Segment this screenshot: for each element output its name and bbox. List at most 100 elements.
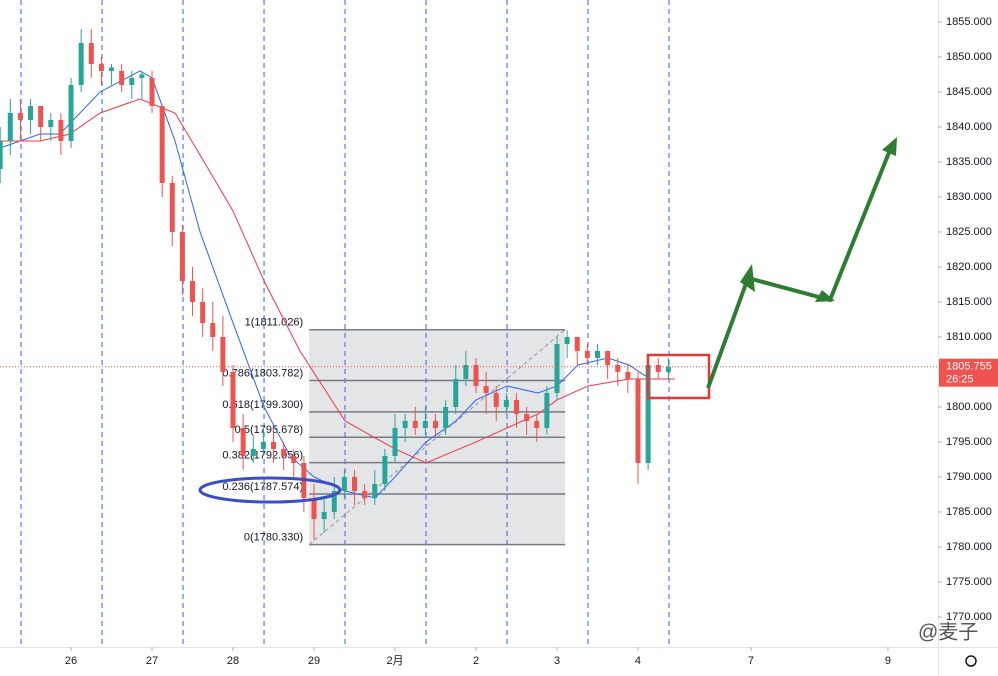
candle-body xyxy=(625,371,631,379)
candle-body xyxy=(473,364,479,386)
candle-body xyxy=(372,483,378,498)
x-tick-label: 3 xyxy=(554,655,560,667)
candle-body xyxy=(260,441,266,449)
candle-body xyxy=(422,420,428,428)
candle-body xyxy=(483,385,489,393)
x-tick-label: 7 xyxy=(748,655,754,667)
x-tick-label: 2月 xyxy=(386,655,403,667)
fib-label: 0.5(1795.678) xyxy=(235,424,304,436)
candle-body xyxy=(524,413,530,421)
candle-body xyxy=(645,364,651,463)
candle-body xyxy=(594,350,600,358)
candle-body xyxy=(514,399,520,414)
candle-body xyxy=(271,441,277,449)
arrow-head xyxy=(740,264,755,292)
candle-body xyxy=(311,497,317,519)
candle-body xyxy=(615,364,621,372)
candle-body xyxy=(584,350,590,358)
candle-body xyxy=(220,336,226,372)
candle-body xyxy=(38,105,44,127)
candle-body xyxy=(362,490,368,498)
x-tick-label: 29 xyxy=(308,655,320,667)
y-tick-label: 1835.000 xyxy=(946,156,992,168)
gear[interactable] xyxy=(965,655,977,667)
candle-body xyxy=(0,140,3,169)
candle-body xyxy=(139,74,145,78)
candle-body xyxy=(331,490,337,512)
y-tick-label: 1830.000 xyxy=(946,191,992,203)
settings-icon[interactable] xyxy=(965,655,977,667)
candle-body xyxy=(352,476,358,491)
candle-body xyxy=(635,378,641,463)
last-price-box xyxy=(939,358,998,387)
candle-body xyxy=(7,112,13,141)
x-tick-label: 2 xyxy=(473,655,479,667)
countdown-label: 26:25 xyxy=(946,374,974,386)
y-tick-label: 1840.000 xyxy=(946,121,992,133)
candle-body xyxy=(412,420,418,428)
y-tick-label: 1790.000 xyxy=(946,471,992,483)
candle-body xyxy=(605,350,611,365)
candle-body xyxy=(564,336,570,344)
x-tick-label: 28 xyxy=(227,655,239,667)
moving-average xyxy=(0,98,676,464)
candle-body xyxy=(463,364,469,379)
last-price-label: 1805.755 xyxy=(946,361,992,373)
candle-body xyxy=(169,182,175,232)
candle-body xyxy=(58,119,64,141)
forecast-arrow xyxy=(706,149,892,389)
candle-body xyxy=(190,280,196,302)
candle-body xyxy=(230,371,236,428)
candle-body xyxy=(321,511,327,519)
candle-body xyxy=(291,455,297,463)
candle-body xyxy=(88,42,94,64)
candle-body xyxy=(149,77,155,106)
y-tick-label: 1855.000 xyxy=(946,16,992,28)
candle-body xyxy=(402,420,408,428)
candle-body xyxy=(534,420,540,428)
candle-body xyxy=(200,301,206,323)
candle-body xyxy=(17,112,23,120)
candle-body xyxy=(655,364,661,372)
candle-body xyxy=(98,63,104,71)
candle-body xyxy=(119,70,125,85)
candle-body xyxy=(341,476,347,491)
candle-body xyxy=(665,366,671,372)
candle-body xyxy=(281,448,287,456)
arrow-head xyxy=(815,290,835,302)
y-tick-label: 1820.000 xyxy=(946,261,992,273)
candle-body xyxy=(503,399,509,407)
candle-body xyxy=(574,336,580,351)
fib-label: 0.236(1787.574) xyxy=(222,481,303,493)
candle-body xyxy=(554,343,560,393)
y-tick-label: 1815.000 xyxy=(946,296,992,308)
highlight-box xyxy=(646,353,711,400)
candle-body xyxy=(28,105,34,120)
candle-body xyxy=(240,427,246,456)
watermark: @麦子 xyxy=(918,620,978,643)
y-tick-label: 1810.000 xyxy=(946,331,992,343)
x-tick-label: 27 xyxy=(146,655,158,667)
fib-label: 0.382(1792.056) xyxy=(222,449,303,461)
candle-body xyxy=(443,406,449,428)
fib-label: 1(1811.026) xyxy=(245,317,304,329)
y-tick-label: 1785.000 xyxy=(946,506,992,518)
x-tick-label: 4 xyxy=(635,655,641,667)
annotations: @麦子 xyxy=(198,137,978,667)
candle-body xyxy=(382,455,388,484)
x-tick-label: 9 xyxy=(885,655,891,667)
candle-body xyxy=(159,105,165,183)
candle-body xyxy=(129,77,135,85)
y-tick-label: 1780.000 xyxy=(946,541,992,553)
y-tick-label: 1825.000 xyxy=(946,226,992,238)
arrow-head xyxy=(882,137,897,156)
candle-body xyxy=(210,322,216,337)
y-tick-label: 1795.000 xyxy=(946,436,992,448)
candle-body xyxy=(493,392,499,407)
candle-body xyxy=(544,392,550,428)
candle-body xyxy=(250,448,256,456)
candle-body xyxy=(453,378,459,407)
